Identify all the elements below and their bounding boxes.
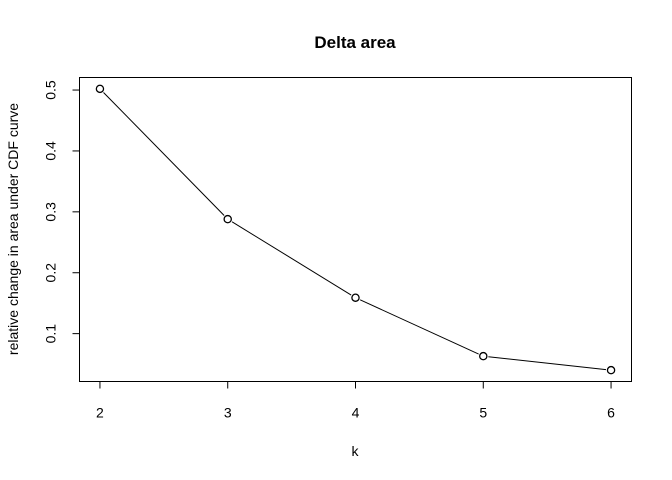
x-tick-label: 5 [479,405,487,421]
chart-title: Delta area [314,33,396,52]
series-segment [488,356,607,371]
data-point [351,293,360,302]
y-axis: 0.1 0.2 0.3 0.4 0.5 [43,80,80,343]
series-group [95,84,616,375]
x-axis-label: k [352,443,360,459]
x-tick-label: 4 [352,405,360,421]
data-point [606,365,616,375]
data-point [479,351,488,361]
x-tick-label: 2 [96,405,104,421]
data-point [223,214,232,224]
x-axis: 2 3 4 5 6 [96,381,615,421]
x-tick-label: 3 [224,405,232,421]
y-axis-label: relative change in area under CDF curve [5,103,21,355]
series-segment [103,92,225,216]
series-segment [359,299,479,355]
y-tick-label: 0.2 [43,263,59,283]
y-tick-label: 0.4 [43,141,59,161]
y-tick-label: 0.1 [43,324,59,344]
series-segment [231,221,352,296]
y-tick-label: 0.3 [43,202,59,222]
plot-frame [79,77,632,382]
data-point [95,84,105,94]
y-tick-label: 0.5 [43,80,59,100]
x-tick-label: 6 [607,405,615,421]
